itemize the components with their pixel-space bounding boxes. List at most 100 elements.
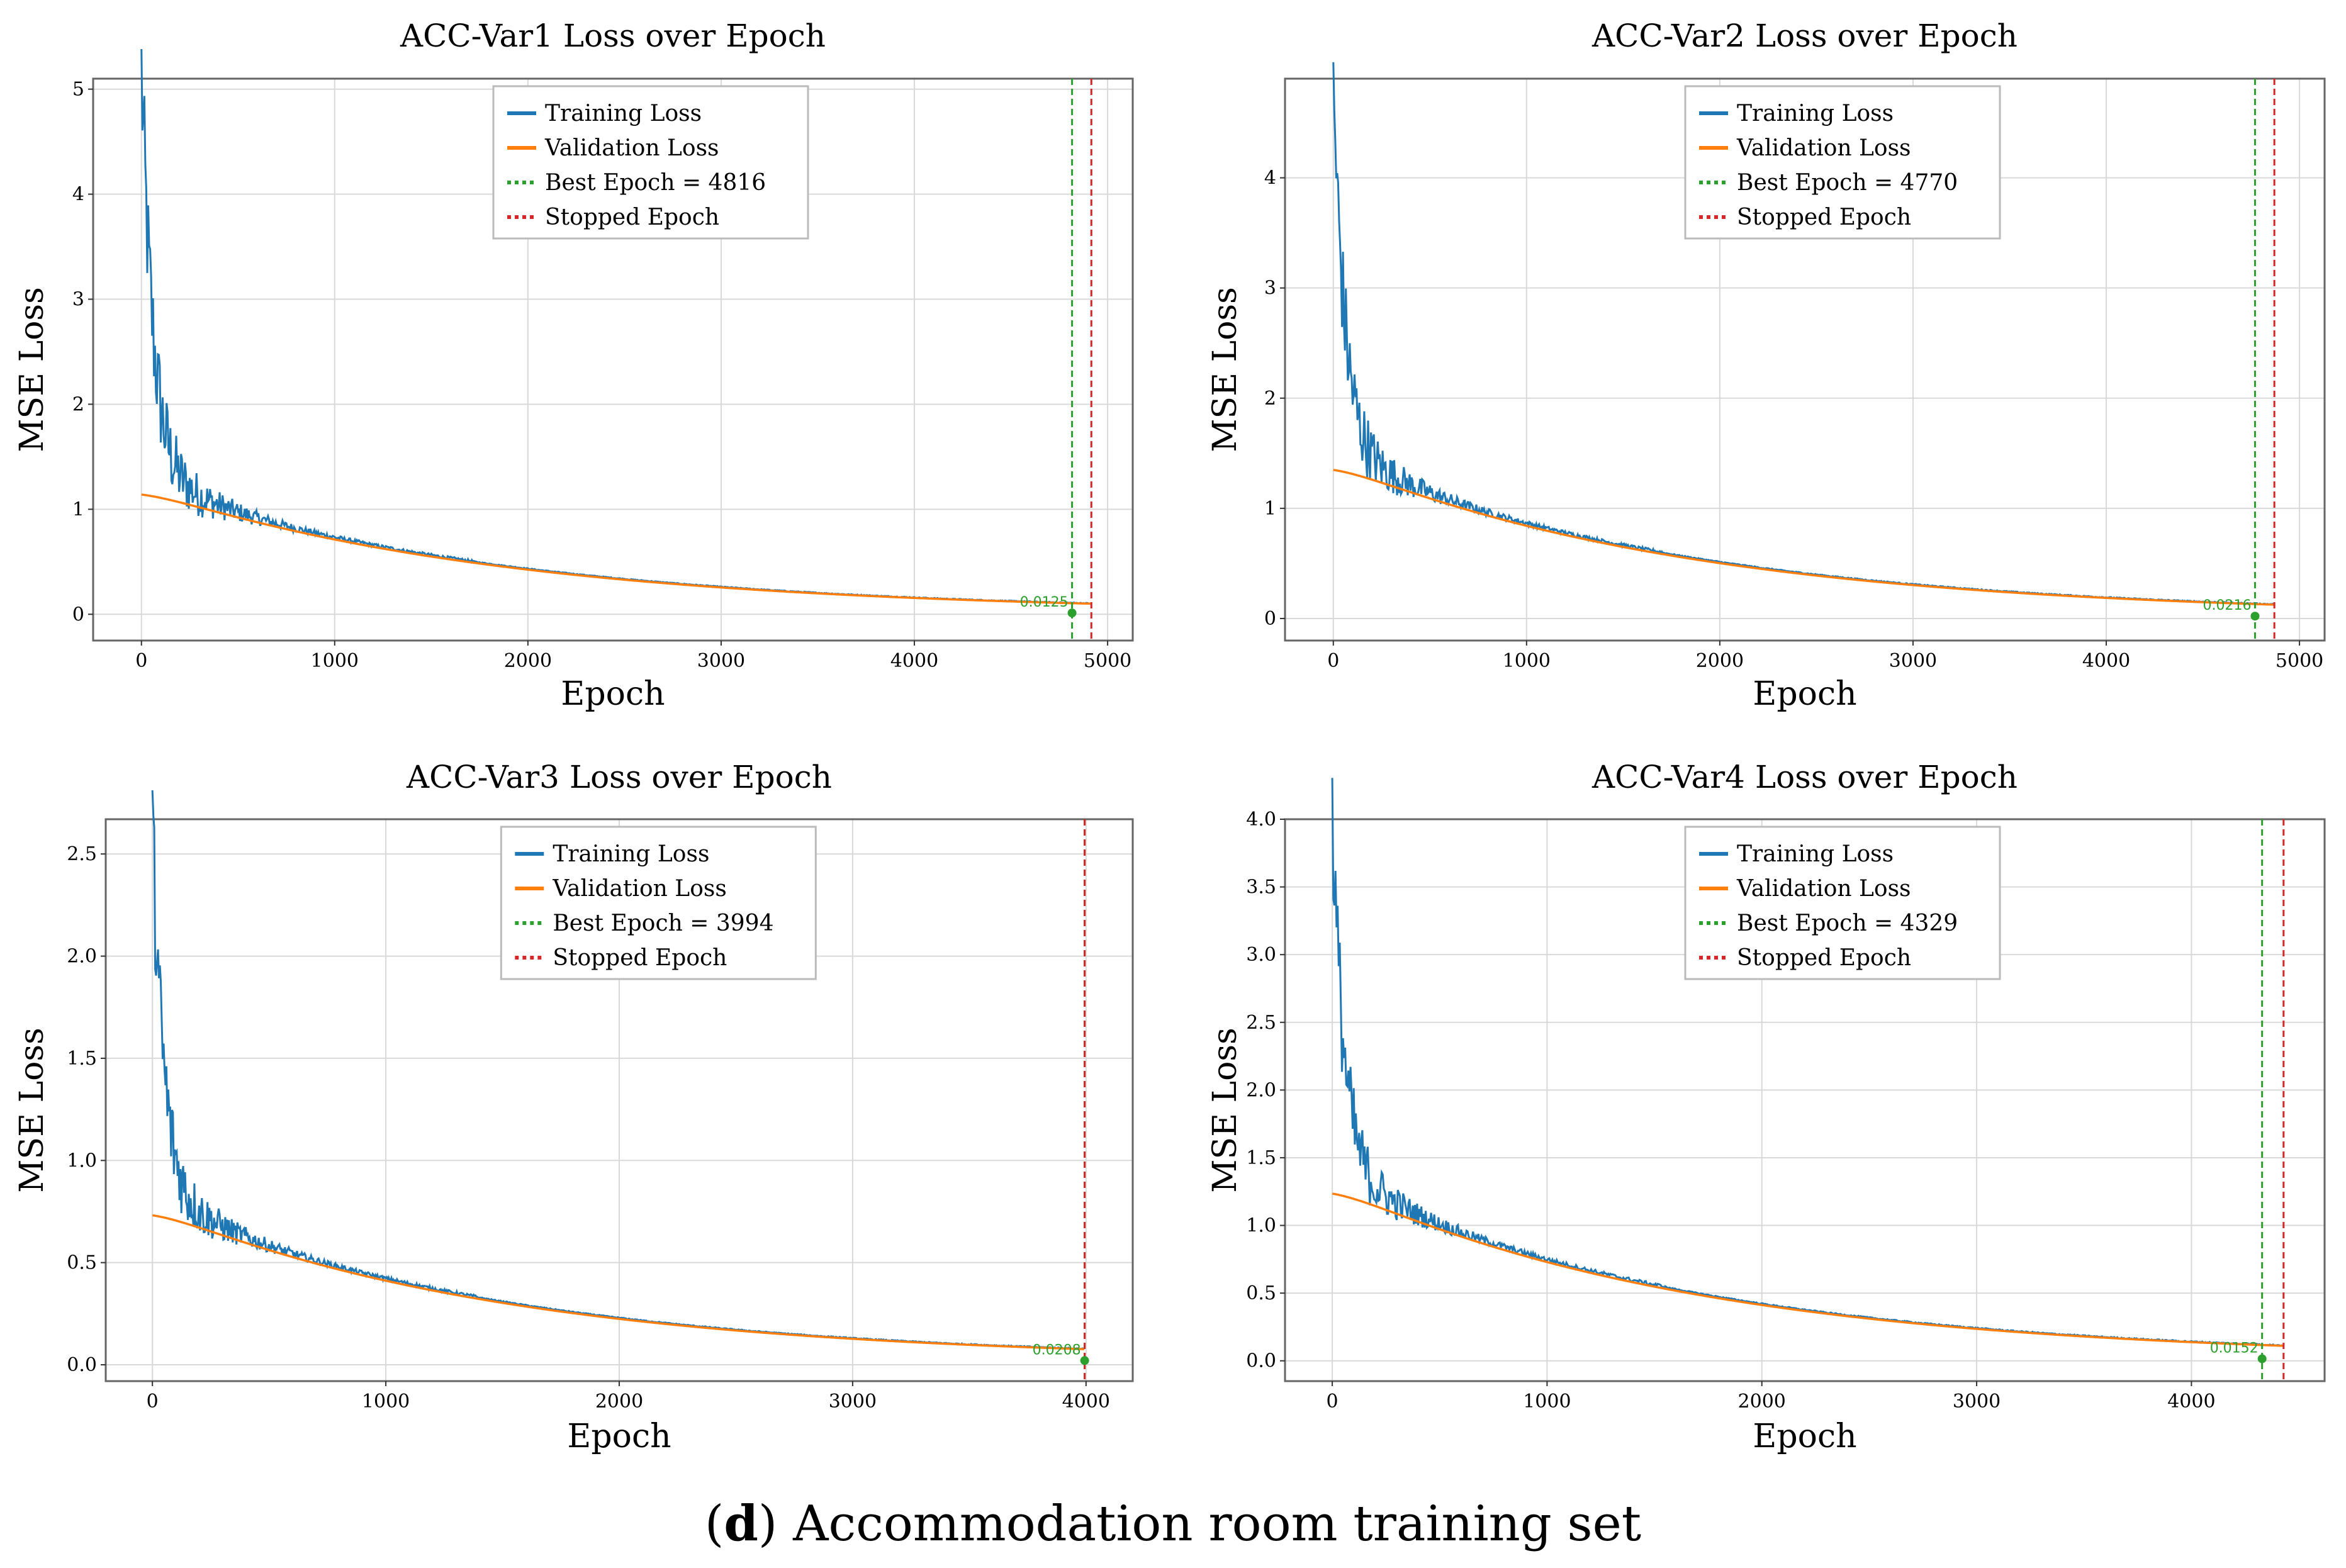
- x-tick-label: 2000: [1696, 650, 1744, 672]
- y-tick-label: 1.0: [67, 1150, 97, 1172]
- y-tick-label: 1.0: [1246, 1215, 1276, 1237]
- y-tick-label: 2.5: [67, 843, 97, 865]
- x-tick-label: 4000: [1062, 1391, 1110, 1413]
- x-tick-label: 3000: [1953, 1391, 2001, 1413]
- legend-stopped-epoch-label: Stopped Epoch: [545, 204, 719, 230]
- best-val-annotation: 0.0208: [1033, 1342, 1081, 1358]
- y-axis-label: MSE Loss: [13, 287, 51, 452]
- validation-loss-line: [1332, 1192, 2283, 1347]
- legend-best-epoch-label: Best Epoch = 4770: [1737, 170, 1958, 196]
- y-tick-label: 1: [72, 498, 84, 520]
- x-tick-label: 1000: [1523, 1391, 1571, 1413]
- chart-title: ACC-Var4 Loss over Epoch: [1591, 759, 2018, 795]
- x-tick-label: 4000: [890, 650, 938, 672]
- plot-frame: [1284, 77, 2326, 642]
- x-tick-label: 3000: [697, 650, 745, 672]
- y-tick-label: 0.5: [67, 1252, 97, 1274]
- y-tick-label: 1.5: [1246, 1147, 1276, 1169]
- legend-box: [500, 826, 817, 980]
- y-tick-label: 1.5: [67, 1048, 97, 1070]
- chart-panel-3: ACC-Var3 Loss over Epoch 0 1000 2000 3000 400…: [13, 759, 1134, 1455]
- y-tick-label: 0.5: [1246, 1282, 1276, 1304]
- figure-caption: (d) Accommodation room training set: [705, 1495, 1641, 1552]
- y-tick-label: 3.0: [1246, 944, 1276, 966]
- plot-frame: [92, 77, 1134, 642]
- validation-loss-line: [1333, 469, 2275, 606]
- y-tick-label: 3.5: [1246, 876, 1276, 899]
- legend-training-loss-label: Training Loss: [553, 841, 709, 867]
- y-tick-label: 5: [72, 79, 84, 101]
- legend-training-loss-label: Training Loss: [1737, 101, 1894, 126]
- best-val-annotation: 0.0216: [2203, 598, 2251, 613]
- y-tick-label: 1: [1264, 498, 1276, 520]
- x-tick-label: 2000: [595, 1391, 643, 1413]
- x-tick-label: 0: [135, 650, 147, 672]
- best-val-annotation: 0.0152: [2210, 1340, 2259, 1356]
- y-tick-label: 0.0: [1246, 1350, 1276, 1372]
- y-tick-label: 2: [72, 393, 84, 415]
- y-tick-label: 2.0: [1246, 1079, 1276, 1101]
- legend-stopped-epoch-label: Stopped Epoch: [553, 945, 727, 971]
- chart-title: ACC-Var1 Loss over Epoch: [400, 18, 826, 54]
- legend-training-loss-label: Training Loss: [1737, 841, 1894, 867]
- legend-training-loss-label: Training Loss: [545, 101, 702, 126]
- legend-stopped-epoch-label: Stopped Epoch: [1737, 204, 1911, 230]
- x-axis-label: Epoch: [561, 675, 665, 713]
- legend-box: [1684, 85, 2001, 240]
- chart-title: ACC-Var3 Loss over Epoch: [406, 759, 832, 795]
- best-epoch-point: [2250, 612, 2260, 621]
- validation-loss-line: [152, 1214, 1085, 1350]
- y-tick-label: 2.0: [67, 946, 97, 968]
- y-tick-label: 3: [1264, 277, 1276, 300]
- legend-validation-loss-label: Validation Loss: [1736, 135, 1911, 161]
- x-tick-label: 4000: [2167, 1391, 2215, 1413]
- y-axis-label: MSE Loss: [1206, 1028, 1244, 1193]
- chart-title: ACC-Var2 Loss over Epoch: [1591, 18, 2018, 54]
- y-tick-label: 0: [72, 603, 84, 625]
- x-tick-label: 4000: [2082, 650, 2130, 672]
- chart-panel-1: ACC-Var1 Loss over Epoch 0 1000 2000 3000 400…: [13, 18, 1134, 713]
- y-tick-label: 2.5: [1246, 1012, 1276, 1034]
- legend-best-epoch-label: Best Epoch = 4329: [1737, 910, 1958, 936]
- y-tick-label: 0: [1264, 608, 1276, 630]
- x-tick-label: 2000: [1738, 1391, 1786, 1413]
- legend-best-epoch-label: Best Epoch = 3994: [553, 910, 773, 936]
- x-tick-label: 5000: [2276, 650, 2323, 672]
- best-epoch-point: [1067, 608, 1077, 618]
- best-epoch-point: [2257, 1354, 2267, 1364]
- y-tick-label: 4.0: [1246, 809, 1276, 831]
- validation-loss-line: [141, 493, 1092, 605]
- legend-validation-loss-label: Validation Loss: [1736, 876, 1911, 902]
- caption-text: ) Accommodation room training set: [758, 1496, 1641, 1552]
- best-epoch-point: [1080, 1356, 1089, 1365]
- x-axis-label: Epoch: [567, 1418, 671, 1455]
- legend-stopped-epoch-label: Stopped Epoch: [1737, 945, 1911, 971]
- y-axis-label: MSE Loss: [1206, 287, 1244, 452]
- x-tick-label: 0: [1327, 1391, 1339, 1413]
- x-tick-label: 5000: [1084, 650, 1131, 672]
- y-tick-label: 4: [72, 184, 84, 206]
- x-tick-label: 2000: [504, 650, 552, 672]
- caption-open: (: [705, 1496, 724, 1552]
- x-tick-label: 0: [1327, 650, 1339, 672]
- y-tick-label: 3: [72, 289, 84, 311]
- y-tick-label: 0.0: [67, 1354, 97, 1376]
- chart-panel-4: ACC-Var4 Loss over Epoch 0 1000 2000 3000 400…: [1206, 759, 2326, 1455]
- y-tick-label: 2: [1264, 388, 1276, 410]
- x-tick-label: 1000: [311, 650, 359, 672]
- x-tick-label: 3000: [1889, 650, 1937, 672]
- x-tick-label: 1000: [362, 1391, 410, 1413]
- y-axis-label: MSE Loss: [13, 1028, 51, 1193]
- legend-box: [1684, 826, 2001, 980]
- legend-best-epoch-label: Best Epoch = 4816: [545, 170, 766, 196]
- x-tick-label: 1000: [1503, 650, 1551, 672]
- x-axis-label: Epoch: [1753, 1418, 1856, 1455]
- x-tick-label: 3000: [829, 1391, 877, 1413]
- y-tick-label: 4: [1264, 167, 1276, 189]
- legend-box: [492, 85, 809, 240]
- x-tick-label: 0: [147, 1391, 159, 1413]
- x-axis-label: Epoch: [1753, 675, 1856, 713]
- legend-validation-loss-label: Validation Loss: [552, 876, 727, 902]
